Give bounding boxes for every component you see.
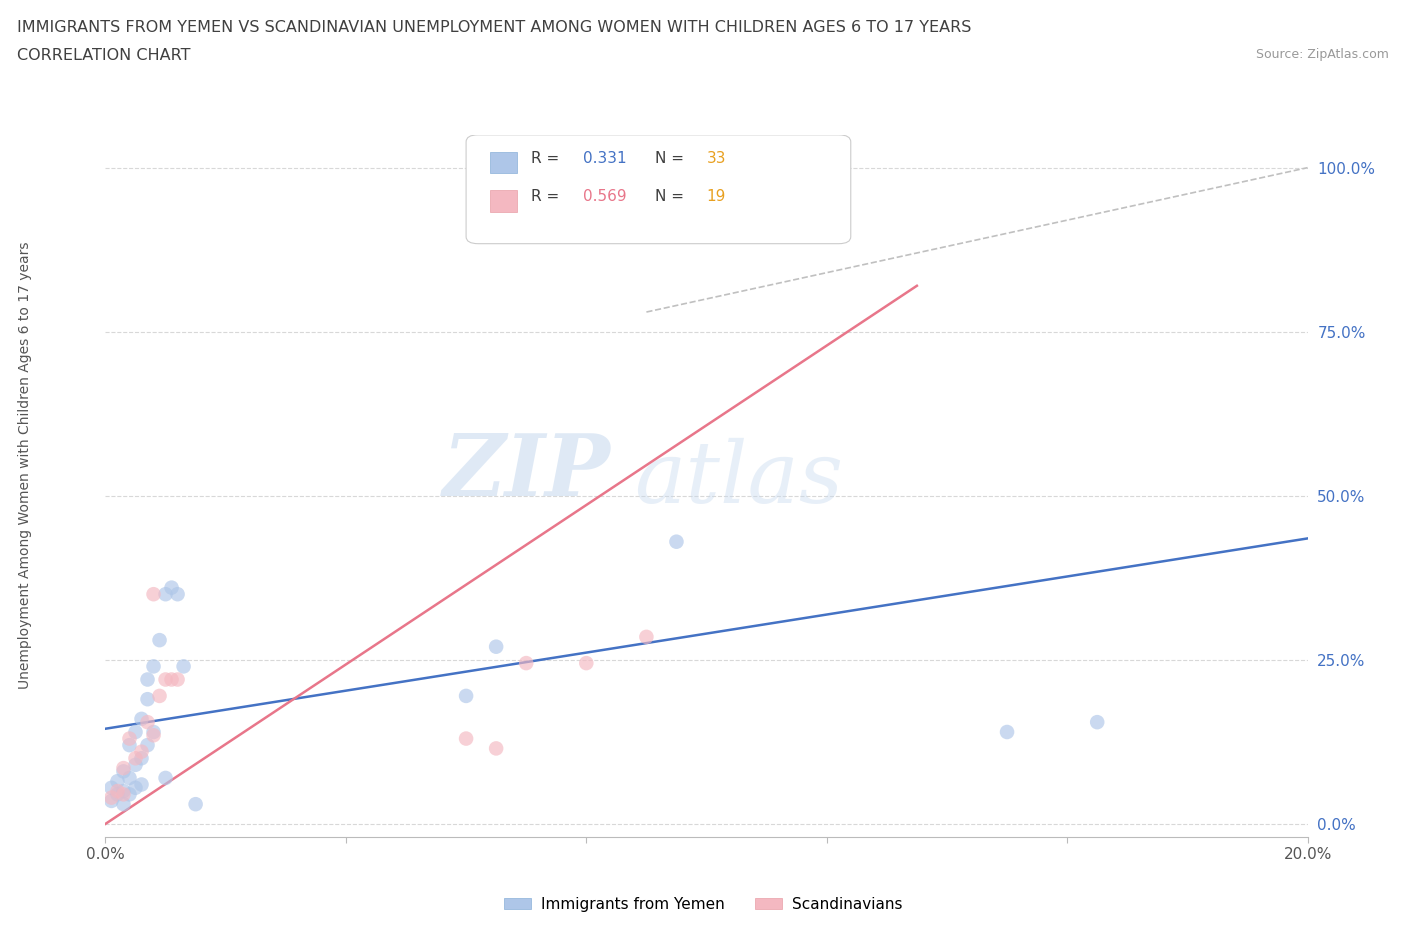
Point bbox=[142, 587, 165, 602]
Point bbox=[124, 724, 146, 739]
Point bbox=[173, 659, 195, 674]
Point bbox=[124, 757, 146, 772]
Point bbox=[131, 777, 153, 792]
Text: Unemployment Among Women with Children Ages 6 to 17 years: Unemployment Among Women with Children A… bbox=[18, 241, 32, 689]
Text: atlas: atlas bbox=[634, 438, 844, 520]
Point bbox=[160, 580, 183, 595]
Point bbox=[454, 731, 477, 746]
Point bbox=[142, 728, 165, 743]
Point bbox=[142, 659, 165, 674]
Point bbox=[112, 761, 135, 776]
Text: CORRELATION CHART: CORRELATION CHART bbox=[17, 48, 190, 63]
Point bbox=[118, 787, 141, 802]
Text: 0.569: 0.569 bbox=[582, 189, 626, 205]
Point bbox=[100, 793, 122, 808]
Point bbox=[155, 770, 177, 785]
Point bbox=[100, 790, 122, 805]
FancyBboxPatch shape bbox=[465, 135, 851, 244]
Text: IMMIGRANTS FROM YEMEN VS SCANDINAVIAN UNEMPLOYMENT AMONG WOMEN WITH CHILDREN AGE: IMMIGRANTS FROM YEMEN VS SCANDINAVIAN UN… bbox=[17, 20, 972, 35]
Text: N =: N = bbox=[655, 189, 689, 205]
Point bbox=[124, 751, 146, 765]
Point bbox=[107, 774, 129, 789]
Text: 19: 19 bbox=[707, 189, 725, 205]
Point bbox=[136, 737, 159, 752]
Point bbox=[118, 770, 141, 785]
Text: R =: R = bbox=[531, 151, 564, 166]
Point bbox=[575, 656, 598, 671]
Point bbox=[100, 780, 122, 795]
Point bbox=[112, 797, 135, 812]
Point bbox=[136, 692, 159, 707]
Point bbox=[148, 688, 170, 703]
Point bbox=[131, 711, 153, 726]
Point bbox=[636, 630, 658, 644]
Point bbox=[155, 672, 177, 687]
Point bbox=[665, 534, 688, 549]
Legend: Immigrants from Yemen, Scandinavians: Immigrants from Yemen, Scandinavians bbox=[498, 891, 908, 918]
Text: R =: R = bbox=[531, 189, 564, 205]
Point bbox=[1085, 715, 1108, 730]
Bar bbox=[491, 152, 516, 174]
Point bbox=[107, 787, 129, 802]
Point bbox=[155, 587, 177, 602]
Bar bbox=[491, 191, 516, 212]
Point bbox=[485, 639, 508, 654]
Point bbox=[166, 672, 188, 687]
Point bbox=[184, 797, 207, 812]
Point bbox=[124, 780, 146, 795]
Point bbox=[136, 672, 159, 687]
Point bbox=[136, 715, 159, 730]
Point bbox=[112, 764, 135, 778]
Point bbox=[131, 751, 153, 765]
Point bbox=[160, 672, 183, 687]
Point bbox=[515, 656, 537, 671]
Point bbox=[112, 784, 135, 799]
Point bbox=[995, 724, 1018, 739]
Point bbox=[166, 587, 188, 602]
Text: 33: 33 bbox=[707, 151, 725, 166]
Point bbox=[142, 724, 165, 739]
Point bbox=[131, 744, 153, 759]
Point bbox=[148, 632, 170, 647]
Point bbox=[118, 731, 141, 746]
Point bbox=[454, 688, 477, 703]
Point bbox=[107, 784, 129, 799]
Text: N =: N = bbox=[655, 151, 689, 166]
Point bbox=[485, 741, 508, 756]
Point bbox=[112, 787, 135, 802]
Text: Source: ZipAtlas.com: Source: ZipAtlas.com bbox=[1256, 48, 1389, 61]
Point bbox=[118, 737, 141, 752]
Text: ZIP: ZIP bbox=[443, 431, 610, 513]
Text: 0.331: 0.331 bbox=[582, 151, 626, 166]
